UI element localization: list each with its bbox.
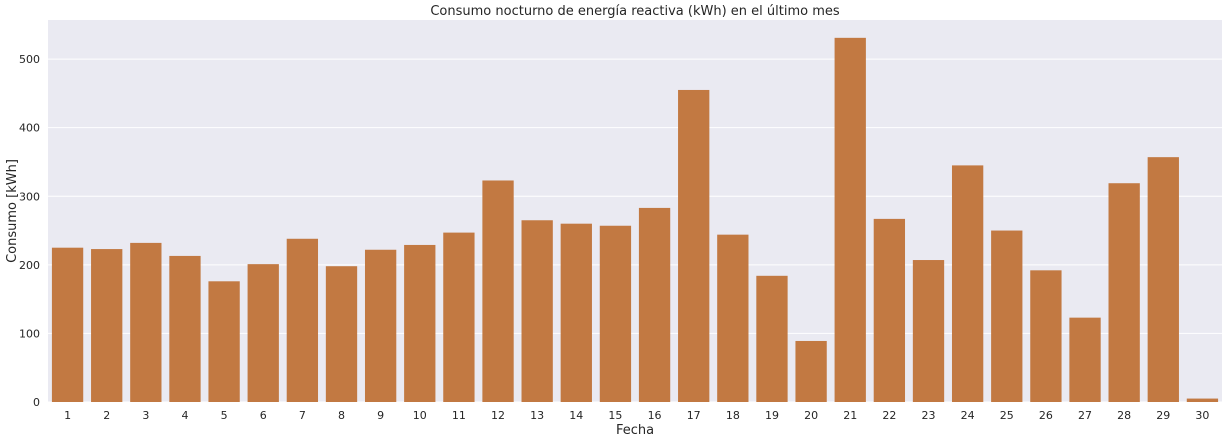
- x-tick-label: 13: [530, 409, 544, 422]
- x-tick-label: 2: [103, 409, 110, 422]
- bar-8: [325, 266, 358, 402]
- bars: [51, 37, 1219, 403]
- bar-19: [756, 275, 788, 402]
- bar-2: [91, 249, 123, 402]
- bar-3: [130, 242, 162, 402]
- x-axis-ticks: 1 2 3 4 5 6 7 8 9 10 11 12 13 14 15 16 17 18 19 20 21 22 23 24 2…: [64, 409, 1209, 422]
- bar-25: [991, 230, 1023, 402]
- bar-28: [1108, 183, 1140, 402]
- bar-11: [443, 232, 475, 402]
- x-axis-label: Fecha: [616, 423, 654, 438]
- x-tick-label: 10: [413, 409, 427, 422]
- x-tick-label: 18: [726, 409, 740, 422]
- x-tick-label: 26: [1039, 409, 1053, 422]
- y-axis-ticks: 0 100 200 300 400 500: [19, 53, 40, 409]
- bar-10: [404, 244, 436, 402]
- plot-background: [48, 20, 1222, 402]
- x-tick-label: 9: [377, 409, 384, 422]
- x-tick-label: 25: [1000, 409, 1014, 422]
- bar-12: [482, 180, 514, 402]
- bar-29: [1147, 157, 1179, 402]
- bar-23: [912, 260, 945, 402]
- bar-20: [795, 340, 827, 402]
- x-tick-label: 14: [569, 409, 583, 422]
- x-tick-label: 20: [804, 409, 818, 422]
- x-tick-label: 23: [922, 409, 936, 422]
- x-tick-label: 7: [299, 409, 306, 422]
- bar-5: [208, 281, 240, 402]
- bar-27: [1069, 317, 1101, 402]
- x-tick-label: 1: [64, 409, 71, 422]
- x-tick-label: 5: [221, 409, 228, 422]
- bar-6: [247, 264, 279, 402]
- chart-title: Consumo nocturno de energía reactiva (kW…: [430, 4, 839, 19]
- x-tick-label: 12: [491, 409, 505, 422]
- bar-16: [638, 207, 671, 402]
- bar-21: [834, 37, 866, 402]
- bar-24: [951, 165, 984, 402]
- bar-1: [51, 247, 84, 402]
- x-tick-label: 6: [260, 409, 267, 422]
- bar-22: [873, 218, 906, 402]
- x-tick-label: 4: [181, 409, 188, 422]
- x-tick-label: 3: [142, 409, 149, 422]
- x-tick-label: 29: [1156, 409, 1170, 422]
- x-tick-label: 21: [843, 409, 857, 422]
- bar-17: [678, 89, 710, 403]
- x-tick-label: 11: [452, 409, 466, 422]
- x-tick-label: 16: [648, 409, 662, 422]
- x-tick-label: 8: [338, 409, 345, 422]
- bar-4: [169, 255, 201, 402]
- y-tick-label: 400: [19, 122, 40, 135]
- bar-26: [1030, 270, 1062, 402]
- bar-7: [286, 238, 319, 402]
- x-tick-label: 19: [765, 409, 779, 422]
- grid: [48, 58, 1222, 403]
- x-tick-label: 15: [608, 409, 622, 422]
- bar-13: [521, 220, 553, 402]
- x-tick-label: 28: [1117, 409, 1131, 422]
- y-tick-label: 0: [33, 396, 40, 409]
- bar-18: [717, 234, 749, 402]
- x-tick-label: 27: [1078, 409, 1092, 422]
- bar-15: [599, 225, 632, 402]
- y-tick-label: 200: [19, 259, 40, 272]
- bar-14: [560, 223, 592, 402]
- y-tick-label: 100: [19, 327, 40, 340]
- x-tick-label: 24: [961, 409, 975, 422]
- x-tick-label: 22: [882, 409, 896, 422]
- bar-9: [364, 249, 397, 402]
- y-tick-label: 500: [19, 53, 40, 66]
- x-tick-label: 17: [687, 409, 701, 422]
- bar-30: [1186, 398, 1219, 402]
- x-tick-label: 30: [1195, 409, 1209, 422]
- y-tick-label: 300: [19, 190, 40, 203]
- y-axis-label: Consumo [kWh]: [5, 159, 20, 263]
